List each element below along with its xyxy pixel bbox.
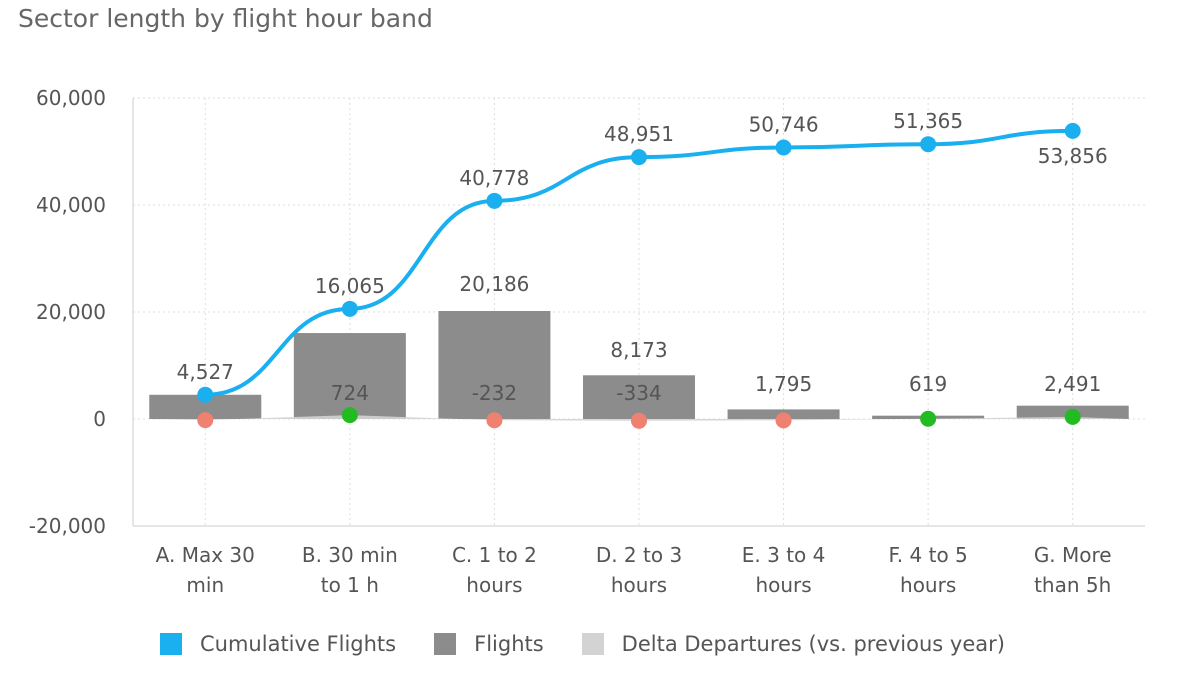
point-delta [341,407,358,424]
point-delta [775,412,792,429]
point-delta [631,412,647,429]
label-cumulative: 16,065 [315,274,385,298]
bar-flights [438,311,551,419]
legend: Cumulative Flights Flights Delta Departu… [160,632,1043,656]
x-tick-label: E. 3 to 4 [742,543,826,567]
x-tick-label: A. Max 30 [156,543,255,567]
x-tick-label: C. 1 to 2 [452,543,537,567]
legend-item-flights[interactable]: Flights [434,632,544,656]
point-cumulative [920,136,937,153]
x-tick-label: to 1 h [321,573,379,597]
label-flights: 2,491 [1044,372,1101,396]
label-cumulative: 48,951 [604,122,674,146]
label-flights: 20,186 [459,272,529,296]
point-cumulative [197,386,214,403]
label-delta: 724 [331,381,369,405]
chart-title: Sector length by flight hour band [18,4,433,33]
y-tick-label: -20,000 [29,514,106,538]
x-tick-label: hours [466,573,522,597]
x-tick-label: than 5h [1034,573,1111,597]
point-cumulative [341,300,358,317]
point-cumulative [1064,122,1081,139]
label-flights: 1,795 [755,372,812,396]
label-cumulative: 40,778 [459,166,529,190]
label-cumulative: 50,746 [749,113,819,137]
legend-swatch-flights [434,633,457,655]
point-cumulative [486,192,503,209]
legend-swatch-delta [581,633,604,655]
label-flights: 619 [909,372,947,396]
y-tick-label: 60,000 [36,86,106,110]
x-tick-label: B. 30 min [302,543,398,567]
label-delta: -334 [616,381,661,405]
label-cumulative: 4,527 [177,360,234,384]
x-tick-label: F. 4 to 5 [889,543,968,567]
y-tick-label: 20,000 [36,300,106,324]
x-tick-label: G. More [1034,543,1112,567]
y-tick-label: 0 [93,407,106,431]
x-tick-label: D. 2 to 3 [596,543,682,567]
label-delta: -232 [472,381,517,405]
point-delta [486,412,503,429]
legend-label-cumulative: Cumulative Flights [200,632,397,656]
legend-label-flights: Flights [474,632,544,656]
point-delta [1064,408,1081,425]
x-tick-label: hours [755,573,811,597]
point-cumulative [775,139,792,156]
bar-flights [293,333,406,419]
x-tick-label: hours [900,573,956,597]
point-delta [197,412,214,429]
legend-item-delta[interactable]: Delta Departures (vs. previous year) [581,632,1005,656]
label-cumulative: 53,856 [1038,144,1108,168]
bar-flights [583,375,695,419]
y-tick-label: 40,000 [36,193,106,217]
label-flights: 8,173 [610,338,667,362]
legend-label-delta: Delta Departures (vs. previous year) [621,632,1005,656]
legend-item-cumulative[interactable]: Cumulative Flights [160,632,396,656]
legend-swatch-cumulative [160,633,182,655]
label-cumulative: 51,365 [893,109,963,133]
point-delta [920,410,937,427]
x-tick-label: min [186,573,224,597]
x-tick-label: hours [611,573,667,597]
point-cumulative [631,149,647,166]
